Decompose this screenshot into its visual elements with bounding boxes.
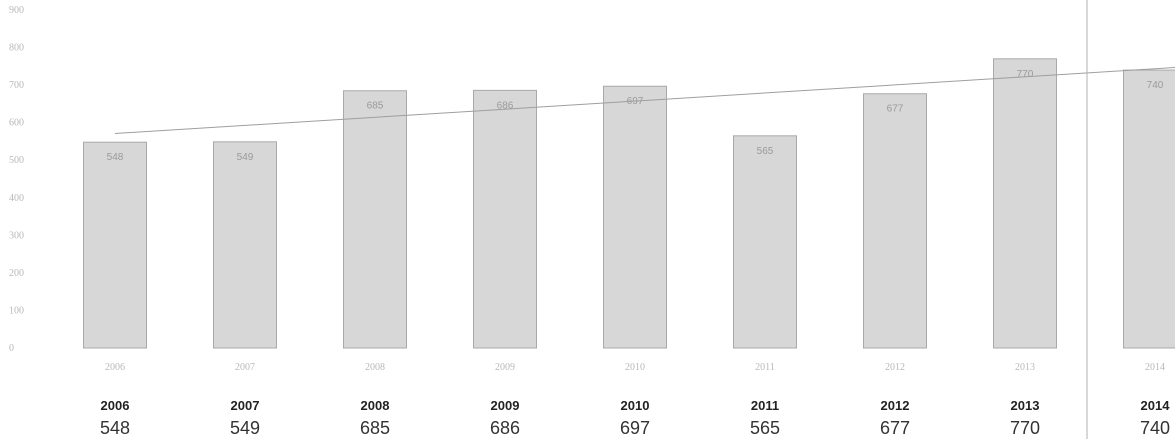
table-year-label: 2007 bbox=[231, 398, 260, 413]
summary-table: 2006 548 2007 549 2008 685 2009 686 2010 697 2011 5… bbox=[100, 398, 1170, 438]
bar bbox=[603, 85, 667, 349]
y-tick-label: 700 bbox=[9, 80, 24, 91]
trendline-group bbox=[114, 66, 1175, 134]
bar-value-label: 548 bbox=[107, 152, 124, 163]
bar bbox=[343, 90, 407, 349]
table-value-label: 770 bbox=[1010, 418, 1040, 438]
table-year-label: 2010 bbox=[621, 398, 650, 413]
x-tick-label: 2007 bbox=[235, 362, 255, 373]
y-tick-label: 500 bbox=[9, 155, 24, 166]
x-tick-label: 2008 bbox=[365, 362, 385, 373]
y-tick-label: 300 bbox=[9, 230, 24, 241]
y-tick-label: 800 bbox=[9, 43, 24, 54]
y-tick-label: 0 bbox=[9, 343, 14, 354]
bar-value-label: 565 bbox=[757, 146, 774, 157]
x-tick-label: 2012 bbox=[885, 362, 905, 373]
bar bbox=[863, 93, 927, 349]
table-value-label: 697 bbox=[620, 418, 650, 438]
bar-value-label: 677 bbox=[887, 104, 904, 115]
table-value-label: 685 bbox=[360, 418, 390, 438]
bar-value-label: 549 bbox=[237, 152, 254, 163]
bar bbox=[213, 141, 277, 349]
x-tick-label: 2013 bbox=[1015, 362, 1035, 373]
bar bbox=[473, 89, 537, 349]
table-year-label: 2014 bbox=[1141, 398, 1171, 413]
y-tick-label: 100 bbox=[9, 305, 24, 316]
y-tick-label: 600 bbox=[9, 118, 24, 129]
table-value-label: 677 bbox=[880, 418, 910, 438]
table-year-label: 2011 bbox=[751, 398, 779, 413]
trendline bbox=[114, 66, 1175, 134]
x-tick-label: 2014 bbox=[1145, 362, 1165, 373]
bar-value-label: 685 bbox=[367, 101, 384, 112]
y-tick-label: 400 bbox=[9, 193, 24, 204]
table-year-label: 2009 bbox=[491, 398, 520, 413]
x-tick-label: 2006 bbox=[105, 362, 125, 373]
table-value-label: 549 bbox=[230, 418, 260, 438]
table-year-label: 2012 bbox=[881, 398, 910, 413]
y-axis: 0 100 200 300 400 500 600 700 800 900 bbox=[9, 5, 24, 354]
table-year-label: 2008 bbox=[361, 398, 390, 413]
y-tick-label: 200 bbox=[9, 268, 24, 279]
bar-value-label: 686 bbox=[497, 100, 514, 111]
y-tick-label: 900 bbox=[9, 5, 24, 16]
table-value-label: 740 bbox=[1140, 418, 1170, 438]
bar-value-label: 770 bbox=[1017, 69, 1034, 80]
x-tick-label: 2011 bbox=[755, 362, 775, 373]
bar bbox=[1123, 69, 1175, 349]
bar bbox=[83, 141, 147, 349]
table-year-label: 2006 bbox=[101, 398, 130, 413]
table-value-label: 686 bbox=[490, 418, 520, 438]
x-tick-label: 2009 bbox=[495, 362, 515, 373]
table-year-label: 2013 bbox=[1011, 398, 1040, 413]
x-tick-label: 2010 bbox=[625, 362, 645, 373]
bars-group: 548 549 685 686 697 565 677 770 740 bbox=[83, 58, 1175, 349]
bar-value-label: 697 bbox=[627, 96, 644, 107]
x-axis: 2006 2007 2008 2009 2010 2011 2012 2013 2014 bbox=[105, 362, 1165, 373]
bar bbox=[733, 135, 797, 349]
table-value-label: 548 bbox=[100, 418, 130, 438]
table-value-label: 565 bbox=[750, 418, 780, 438]
bar-value-label: 740 bbox=[1147, 80, 1164, 91]
bar bbox=[993, 58, 1057, 349]
